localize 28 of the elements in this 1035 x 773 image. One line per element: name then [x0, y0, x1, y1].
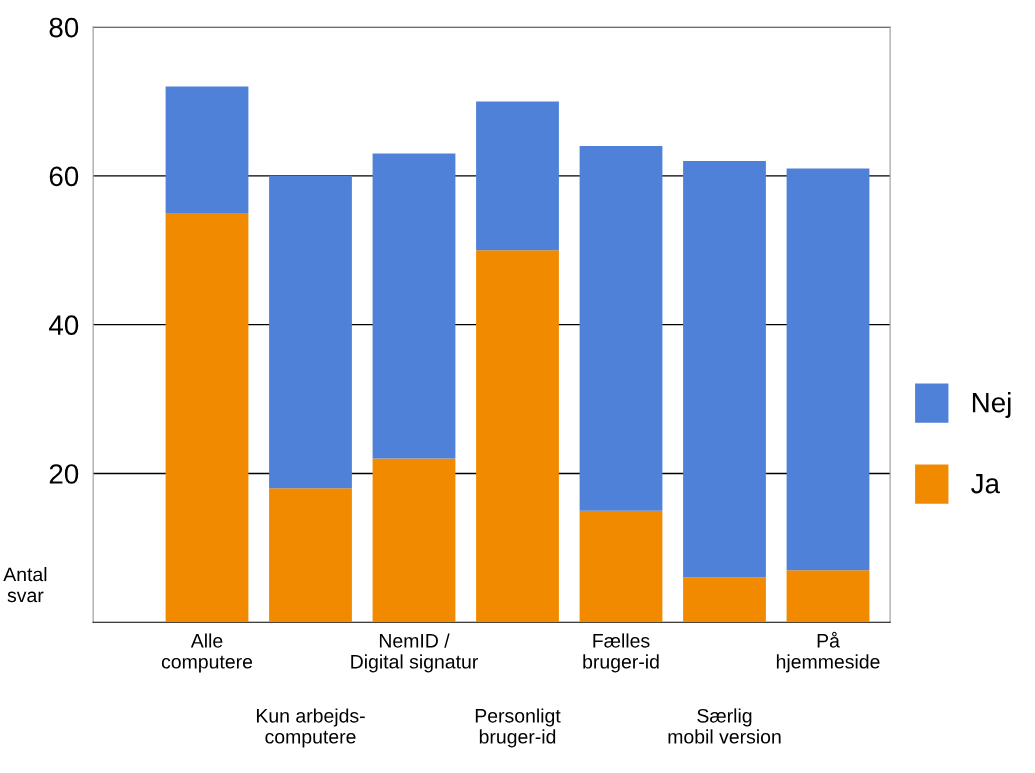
- bar: [476, 101, 559, 251]
- bar: [683, 577, 766, 623]
- bar: [165, 86, 249, 214]
- y-tick-label: 40: [49, 315, 79, 335]
- x-tick-label: Kun arbejds- computere: [256, 708, 365, 748]
- x-tick-label: NemID / Digital signatur: [351, 633, 478, 673]
- y-tick-label: 60: [49, 166, 79, 187]
- y-tick-label: 80: [49, 17, 79, 38]
- bar: [786, 570, 870, 623]
- bar: [786, 168, 870, 571]
- legend-label: Nej: [972, 392, 1011, 418]
- x-tick-label: Særlig mobil version: [668, 708, 781, 744]
- bar: [269, 175, 352, 489]
- bar: [476, 250, 559, 623]
- bar: [372, 458, 456, 623]
- x-tick-label: På hjemmeside: [776, 631, 880, 673]
- bar: [372, 153, 456, 459]
- bar: [579, 510, 663, 623]
- bar: [269, 488, 352, 623]
- y-axis-title: Antal svar: [3, 567, 47, 603]
- x-tick-label: Personligt bruger-id: [475, 708, 561, 748]
- bar: [683, 160, 766, 578]
- bar: [165, 213, 249, 623]
- x-tick-label: Fælles bruger-id: [583, 633, 659, 673]
- bar: [579, 146, 663, 511]
- x-tick-label: Alle computere: [161, 633, 253, 673]
- legend-label: Ja: [971, 474, 1000, 494]
- y-tick-label: 20: [49, 464, 79, 484]
